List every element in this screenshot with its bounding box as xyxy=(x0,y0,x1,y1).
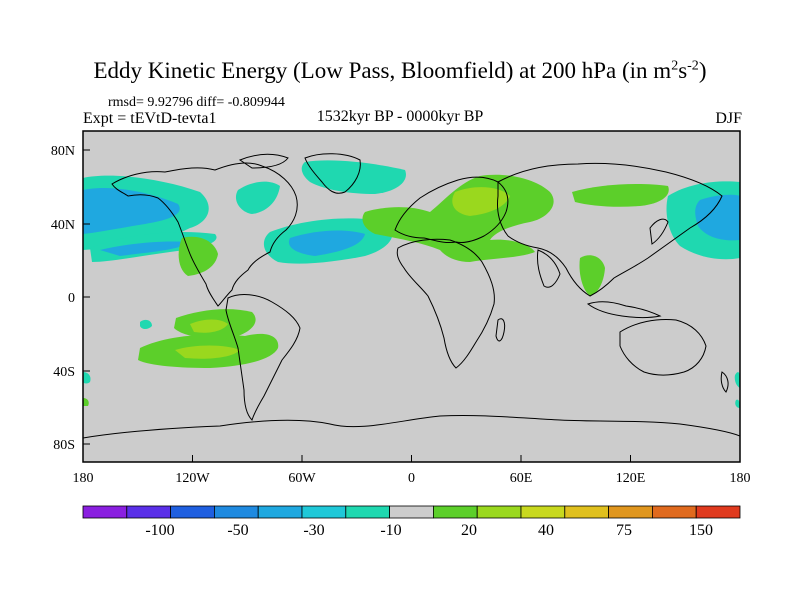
experiment-label: Expt = tEVtD-tevta1 xyxy=(83,110,217,127)
coast-asia xyxy=(497,162,723,297)
coast-antarctica xyxy=(83,414,740,439)
colorbar-cell xyxy=(213,505,259,519)
y-tick-label: 40S xyxy=(53,365,75,380)
x-tick-label: 120W xyxy=(175,471,210,486)
y-axis: 80N 40N 0 40S 80S xyxy=(51,144,90,453)
anomaly-eurasia-core xyxy=(452,187,510,216)
period-label: 1532kyr BP - 0000kyr BP xyxy=(316,108,484,125)
colorbar-label: -10 xyxy=(380,522,401,539)
anomaly-north-pacific-left-core xyxy=(83,187,180,234)
colorbar-cell xyxy=(389,505,434,519)
anomaly-south-pacific-lower-core xyxy=(175,345,240,359)
colorbar-label: 150 xyxy=(689,522,713,539)
coast-india xyxy=(537,249,561,288)
coast-europe xyxy=(394,176,509,243)
colorbar-cell xyxy=(608,505,653,519)
coast-africa xyxy=(396,238,495,369)
anomaly-pacific-band-core xyxy=(100,241,190,256)
x-axis: 180 120W 60W 0 60E 120E 180 xyxy=(73,455,751,486)
colorbar-cell xyxy=(257,505,303,519)
colorbar xyxy=(82,505,741,519)
anomaly-south-pacific-small xyxy=(140,319,152,329)
y-tick-label: 40N xyxy=(51,218,75,233)
anomaly-south-left-edge xyxy=(83,372,91,384)
colorbar-cell xyxy=(564,505,609,519)
colorbar-label: -100 xyxy=(145,522,174,539)
colorbar-labels: -100 -50 -30 -10 20 40 75 150 xyxy=(145,522,713,539)
colorbar-label: 75 xyxy=(616,522,632,539)
x-tick-label: 120E xyxy=(616,471,646,486)
colorbar-cell xyxy=(520,505,566,519)
anomaly-south-pacific-core xyxy=(190,319,228,333)
coast-new-zealand xyxy=(720,371,729,393)
coast-madagascar xyxy=(495,318,506,342)
colorbar-label: 20 xyxy=(461,522,477,539)
anomaly-north-america xyxy=(235,181,280,214)
coast-greenland xyxy=(304,153,361,194)
colorbar-cell xyxy=(301,505,347,519)
y-tick-label: 80S xyxy=(53,438,75,453)
colorbar-cell xyxy=(126,505,172,519)
y-tick-label: 80N xyxy=(51,144,75,159)
colorbar-cell xyxy=(82,505,128,519)
plot-title: Eddy Kinetic Energy (Low Pass, Bloomfiel… xyxy=(93,58,707,83)
colorbar-cell xyxy=(345,505,390,519)
colorbar-cell xyxy=(170,505,215,519)
anomaly-asia xyxy=(572,184,669,207)
y-tick-label: 0 xyxy=(68,291,75,306)
x-tick-label: 60E xyxy=(510,471,533,486)
anomaly-south-left-edge-lower xyxy=(83,398,89,406)
colorbar-cell xyxy=(695,505,741,519)
stats-text: rmsd= 9.92796 diff= -0.809944 xyxy=(108,95,285,110)
anomaly-west-pacific-green xyxy=(178,236,218,276)
colorbar-label: 40 xyxy=(538,522,554,539)
coast-australia xyxy=(619,319,707,376)
anomaly-east-asia xyxy=(579,255,605,296)
colorbar-cell xyxy=(476,505,522,519)
field-contours xyxy=(83,160,740,408)
x-tick-label: 0 xyxy=(408,471,415,486)
anomaly-arctic xyxy=(301,160,406,194)
coast-arctic-islands xyxy=(238,153,289,169)
colorbar-label: -50 xyxy=(227,522,248,539)
coast-north-america xyxy=(111,162,298,307)
x-tick-label: 180 xyxy=(730,471,751,486)
map-background xyxy=(83,131,740,462)
coastlines xyxy=(83,153,740,439)
coast-south-america xyxy=(225,294,301,421)
x-tick-label: 180 xyxy=(73,471,94,486)
anomaly-south-right-edge-lower xyxy=(735,399,740,408)
season-label: DJF xyxy=(715,110,742,127)
x-tick-label: 60W xyxy=(288,471,316,486)
anomaly-north-atlantic-core xyxy=(288,230,365,256)
colorbar-cell xyxy=(432,505,478,519)
coast-indonesia xyxy=(586,301,662,318)
colorbar-label: -30 xyxy=(303,522,324,539)
anomaly-south-indian xyxy=(734,372,740,388)
colorbar-cell xyxy=(652,505,697,519)
coast-japan xyxy=(649,218,669,245)
anomaly-northwest-pacific-core xyxy=(695,194,740,241)
